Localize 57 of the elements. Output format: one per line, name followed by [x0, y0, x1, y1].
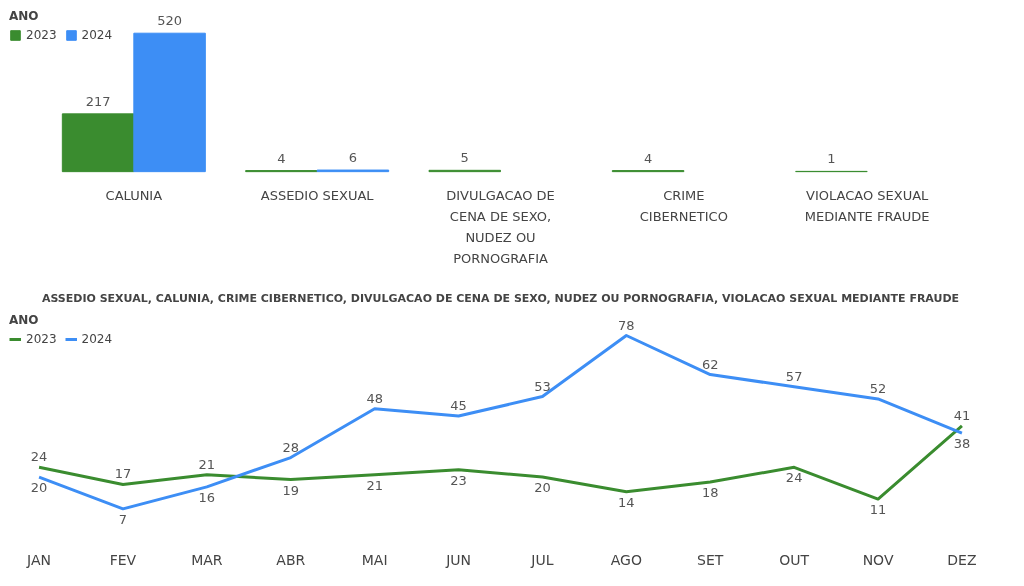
data-label: 45 [450, 398, 467, 414]
data-label: 24 [30, 449, 48, 465]
data-label: 7 [118, 511, 128, 527]
x-tick-label: JUN [445, 551, 471, 568]
data-label: 20 [534, 480, 551, 496]
data-label: 6 [348, 150, 358, 166]
x-tick-label: FEV [109, 551, 137, 568]
legend-label: 2024 [81, 332, 113, 346]
data-label: 21 [366, 477, 383, 493]
data-label: 4 [277, 150, 286, 166]
data-label: 53 [534, 378, 551, 394]
legend-label: 2024 [81, 28, 113, 42]
x-tick-label: NOV [862, 551, 894, 568]
data-label: 19 [282, 482, 300, 498]
data-label: 52 [869, 380, 887, 396]
legend-title: ANO [9, 9, 40, 23]
data-label: 18 [701, 484, 719, 500]
legend-label: 2023 [26, 332, 57, 346]
bar [133, 32, 206, 173]
x-tick-label: ASSEDIO SEXUAL [260, 187, 375, 203]
x-tick-label: VIOLACAO SEXUAL MEDIANTE FRAUDE [804, 187, 930, 224]
x-tick-label: DIVULGACAO DE CENA DE SEXO, NUDEZ OU PORNOGRAFIA [446, 187, 555, 266]
x-tick-label: CRIME CIBERNETICO [639, 187, 728, 224]
data-label: 1 [827, 151, 836, 167]
x-tick-label: JUL [530, 551, 554, 568]
data-label: 62 [701, 356, 719, 372]
x-tick-label: ABR [276, 551, 306, 568]
data-label: 17 [114, 466, 132, 482]
data-label: 21 [198, 456, 216, 472]
data-label: 38 [953, 436, 971, 452]
x-tick-label: CALUNIA [105, 187, 163, 203]
data-label: 11 [869, 502, 887, 518]
x-tick-label: MAR [191, 551, 223, 568]
data-label: 41 [953, 407, 971, 423]
x-tick-label: SET [697, 551, 724, 568]
x-tick-label: OUT [779, 551, 810, 568]
x-tick-label: JAN [26, 551, 52, 568]
legend-title: ANO [9, 313, 40, 327]
data-label: 78 [618, 317, 635, 333]
data-label: 24 [785, 470, 803, 486]
data-label: 48 [366, 390, 383, 406]
data-label: 23 [450, 472, 467, 488]
legend-label: 2023 [26, 28, 57, 42]
data-label: 217 [85, 93, 111, 109]
data-label: 57 [785, 368, 803, 384]
chart-title: ASSEDIO SEXUAL, CALUNIA, CRIME CIBERNETICO, DIVULGACAO DE CENA DE SEXO, NUDEZ OU PORNOGRAFIA, VIOLACAO SEXUAL MEDIANTE FRAUDE [41, 291, 960, 305]
data-label: 520 [157, 13, 182, 29]
bar [61, 113, 135, 173]
x-tick-label: DEZ [947, 551, 977, 568]
x-tick-label: AGO [610, 551, 642, 568]
x-tick-label: MAI [361, 551, 388, 568]
data-label: 4 [643, 150, 653, 166]
data-label: 16 [198, 489, 216, 505]
data-label: 20 [30, 480, 48, 496]
data-label: 28 [282, 439, 300, 455]
data-label: 5 [460, 150, 469, 166]
data-label: 14 [618, 494, 635, 510]
